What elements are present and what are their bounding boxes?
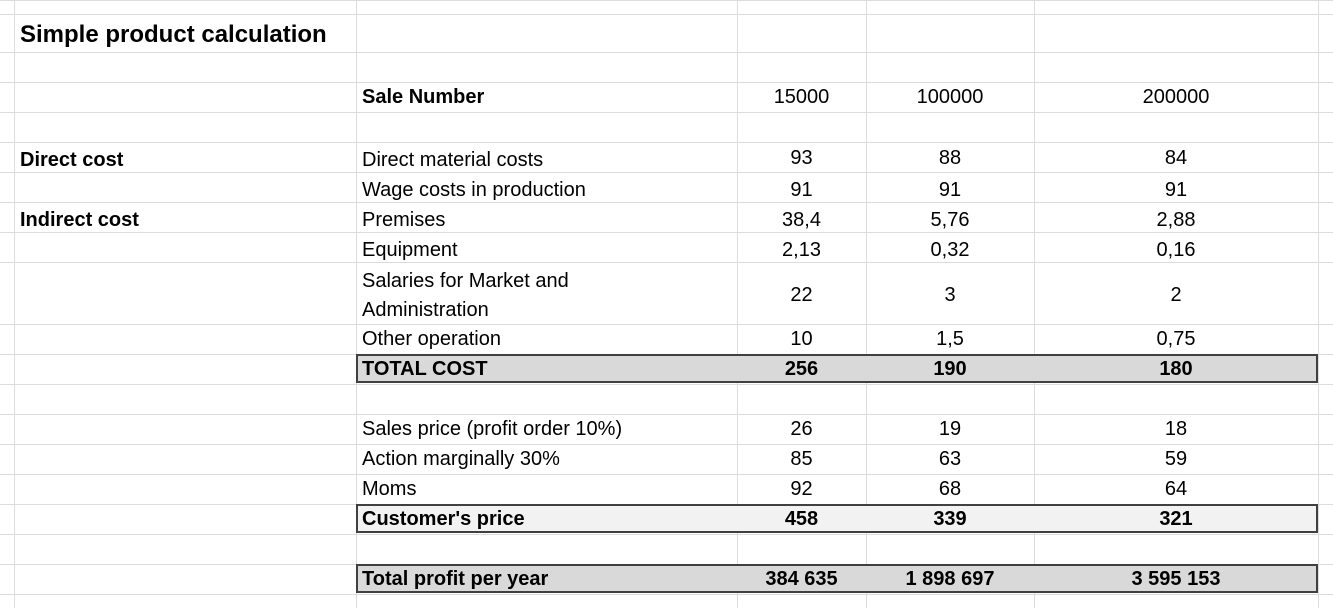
column-line [1034,0,1035,608]
cell-value[interactable]: 22 [790,284,813,306]
row-line [0,142,1333,143]
sale-number-col-3[interactable]: 200000 [1142,86,1210,108]
cell-value[interactable]: 91 [938,179,962,201]
row-label-premises[interactable]: Premises [362,209,446,231]
row-line [0,0,1333,1]
sale-number-col-1[interactable]: 15000 [773,86,830,108]
row-label-other-operation[interactable]: Other operation [362,328,501,350]
total-profit-value: 384 635 [765,568,838,590]
total-cost-value: 256 [784,358,819,380]
cell-value[interactable]: 92 [790,478,813,500]
row-label-wage-costs[interactable]: Wage costs in production [362,179,586,201]
customer-price-value: 458 [784,508,819,530]
cell-value[interactable]: 91 [790,179,813,201]
row-line [0,474,1333,475]
total-profit-value: 1 898 697 [905,568,995,590]
total-cost-value: 180 [1159,358,1193,380]
cell-value[interactable]: 0,75 [1156,328,1196,350]
cell-value[interactable]: 68 [938,478,962,500]
row-line [0,444,1333,445]
column-line [737,0,738,608]
row-label-action-marginally[interactable]: Action marginally 30% [362,448,560,470]
cell-value[interactable]: 26 [790,418,813,440]
indirect-cost-label[interactable]: Indirect cost [20,209,139,231]
total-cost-value: 190 [933,358,967,380]
cell-value[interactable]: 0,32 [930,239,970,261]
cell-value[interactable]: 63 [938,448,962,470]
row-label-salaries-line2[interactable]: Administration [362,299,489,321]
column-line [14,0,15,608]
column-line [356,0,357,608]
cell-value[interactable]: 85 [790,448,813,470]
row-line [0,232,1333,233]
customer-price-value: 321 [1159,508,1193,530]
cell-value[interactable]: 59 [1164,448,1188,470]
cell-value[interactable]: 38,4 [782,209,821,231]
row-line [0,172,1333,173]
row-line [0,384,1333,385]
customer-price-row[interactable]: Customer's price 458 339 321 [356,504,1318,533]
cell-value[interactable]: 19 [938,418,962,440]
row-label-direct-material[interactable]: Direct material costs [362,149,544,171]
row-line [0,324,1333,325]
cell-value[interactable]: 88 [938,147,962,169]
cell-value[interactable]: 84 [1164,147,1188,169]
total-cost-label: TOTAL COST [362,358,488,380]
cell-value[interactable]: 91 [1164,179,1188,201]
row-line [0,594,1333,595]
cell-value[interactable]: 2,13 [782,239,821,261]
total-profit-value: 3 595 153 [1131,568,1221,590]
total-cost-row[interactable]: TOTAL COST 256 190 180 [356,354,1318,383]
row-label-salaries[interactable]: Salaries for Market and [362,270,569,292]
customer-price-value: 339 [933,508,967,530]
total-profit-label: Total profit per year [362,568,549,590]
sale-number-label[interactable]: Sale Number [362,86,485,108]
row-line [0,534,1333,535]
cell-value[interactable]: 1,5 [936,328,964,350]
cell-value[interactable]: 3 [944,284,956,306]
customer-price-label: Customer's price [362,508,525,530]
column-line [1318,0,1319,608]
direct-cost-label[interactable]: Direct cost [20,149,124,171]
cell-value[interactable]: 0,16 [1156,239,1196,261]
row-line [0,82,1333,83]
row-label-moms[interactable]: Moms [362,478,417,500]
row-label-equipment[interactable]: Equipment [362,239,458,261]
row-line [0,52,1333,53]
cell-value[interactable]: 64 [1164,478,1188,500]
cell-value[interactable]: 18 [1164,418,1188,440]
cell-value[interactable]: 93 [790,147,813,169]
total-profit-row[interactable]: Total profit per year 384 635 1 898 697 … [356,564,1318,593]
cell-value[interactable]: 5,76 [930,209,970,231]
row-line [0,414,1333,415]
row-line [0,202,1333,203]
row-line [0,112,1333,113]
column-line [866,0,867,608]
sale-number-col-2[interactable]: 100000 [916,86,984,108]
sheet-title: Simple product calculation [20,21,327,48]
cell-value[interactable]: 2,88 [1156,209,1196,231]
row-line [0,14,1333,15]
cell-value[interactable]: 2 [1170,284,1182,306]
row-line [0,262,1333,263]
row-label-sales-price[interactable]: Sales price (profit order 10%) [362,418,623,440]
cell-value[interactable]: 10 [790,328,813,350]
